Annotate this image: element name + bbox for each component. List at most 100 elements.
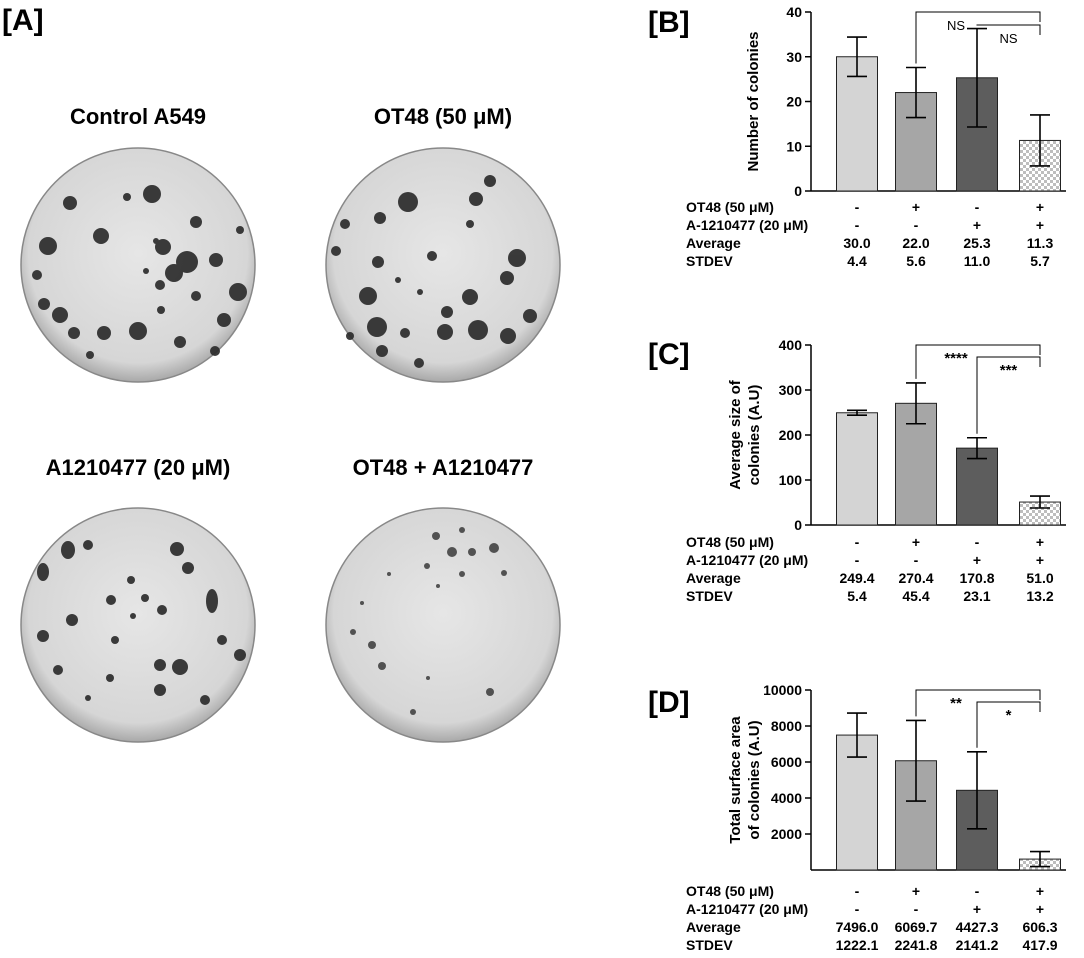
y-axis-label: of colonies (A.U) [746,720,763,839]
table-cell: - [914,552,919,568]
table-cell: 7496.0 [836,919,879,935]
panel-a-label: [A] [2,4,44,37]
chart-1: [B] 0 10 20 30 40 Number of colonies NS NS OT48 (… [648,4,1066,269]
bar [956,447,998,526]
y-tick-label: 4000 [771,790,802,806]
table-cell: 4.4 [847,253,867,269]
significance-bracket [915,11,1041,64]
table-cell: - [914,901,919,917]
chart-3: [D] 2000 4000 6000 8000 10000 Total surface ar… [648,682,1066,953]
plate-title-ot48: OT48 (50 μM) [374,104,512,129]
significance-bracket [976,24,1041,35]
y-tick-label: 200 [779,427,803,443]
significance-label: * [1006,707,1012,724]
table-cell: 170.8 [959,570,994,586]
table-row-label: Average [686,235,741,251]
significance-label: **** [944,350,968,367]
table-row-label: STDEV [686,937,733,953]
table-cell: 25.3 [963,235,990,251]
bar [836,56,878,192]
table-cell: - [855,199,860,215]
table-cell: - [855,552,860,568]
table-cell: - [855,217,860,233]
table-cell: + [912,883,920,899]
table-cell: 5.4 [847,588,867,604]
table-cell: 270.4 [898,570,933,586]
table-row-label: A-1210477 (20 μM) [686,217,808,233]
table-cell: - [975,199,980,215]
table-cell: + [1036,901,1044,917]
chart-2: [C] 0 100 200 300 400 Average size of colonies … [648,337,1066,604]
y-axis-label: Total surface area [727,716,744,844]
table-row-label: Average [686,570,741,586]
significance-bracket [976,356,1041,434]
table-cell: + [912,534,920,550]
table-cell: + [1036,883,1044,899]
y-axis-label: Average size of [727,379,744,489]
significance-bracket [915,344,1041,379]
table-row-label: OT48 (50 μM) [686,883,774,899]
table-cell: - [975,883,980,899]
y-tick-label: 20 [786,94,802,110]
panel-label: [D] [648,686,690,719]
table-cell: + [973,552,981,568]
y-axis-label: Number of colonies [745,31,762,171]
y-tick-label: 0 [794,183,802,199]
table-cell: - [855,883,860,899]
table-row-label: Average [686,919,741,935]
bar-charts: [B] 0 10 20 30 40 Number of colonies NS NS OT48 (… [648,4,1066,953]
table-cell: 30.0 [843,235,870,251]
bar [836,412,878,526]
y-tick-label: 10 [786,138,802,154]
table-cell: 417.9 [1022,937,1057,953]
table-cell: 249.4 [839,570,874,586]
y-tick-label: 0 [794,517,802,533]
table-cell: 5.7 [1030,253,1050,269]
plate-title-control: Control A549 [70,104,206,129]
table-cell: 4427.3 [956,919,999,935]
table-cell: + [973,217,981,233]
table-cell: 2141.2 [956,937,999,953]
table-cell: 51.0 [1026,570,1053,586]
table-cell: 13.2 [1026,588,1053,604]
panel-label: [B] [648,6,690,39]
plate-title-a1210477: A1210477 (20 μM) [46,455,231,480]
table-cell: + [973,901,981,917]
table-cell: 6069.7 [895,919,938,935]
panel-a: [A] Control A549 OT48 (50 μM) A1210477 (… [2,4,561,743]
table-cell: 2241.8 [895,937,938,953]
significance-bracket [915,689,1041,717]
table-cell: - [855,534,860,550]
table-row-label: A-1210477 (20 μM) [686,552,808,568]
table-cell: 45.4 [902,588,929,604]
table-cell: - [975,534,980,550]
plate-control [20,147,256,383]
significance-label: NS [999,31,1017,46]
table-cell: + [912,199,920,215]
table-row-label: A-1210477 (20 μM) [686,901,808,917]
y-tick-label: 30 [786,49,802,65]
table-row-label: OT48 (50 μM) [686,534,774,550]
table-cell: 606.3 [1022,919,1057,935]
plate-combo [325,507,561,743]
table-cell: 11.0 [964,253,991,269]
table-row-label: OT48 (50 μM) [686,199,774,215]
table-cell: 22.0 [902,235,929,251]
plate-a1210477 [20,507,256,743]
y-tick-label: 300 [779,382,803,398]
table-cell: - [914,217,919,233]
table-cell: + [1036,534,1044,550]
panel-label: [C] [648,338,690,371]
table-cell: 11.3 [1027,235,1054,251]
table-row-label: STDEV [686,588,733,604]
table-cell: 23.1 [963,588,990,604]
table-cell: + [1036,552,1044,568]
y-tick-label: 8000 [771,718,802,734]
y-tick-label: 6000 [771,754,802,770]
significance-label: *** [1000,362,1018,379]
table-cell: + [1036,217,1044,233]
significance-bracket [976,701,1041,748]
table-cell: 5.6 [906,253,926,269]
y-tick-label: 400 [779,337,803,353]
